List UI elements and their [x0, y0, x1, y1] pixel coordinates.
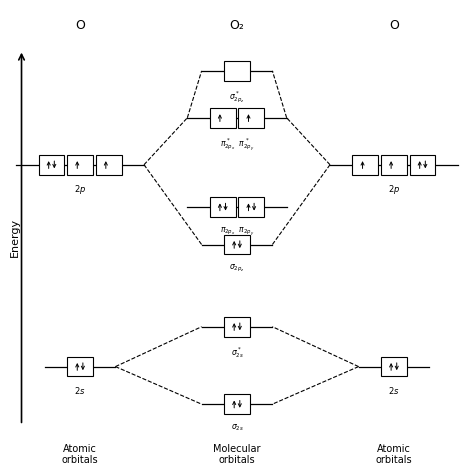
Text: $2s$: $2s$	[388, 385, 400, 396]
Bar	[381, 357, 407, 377]
Text: $\sigma_{2s}$: $\sigma_{2s}$	[230, 422, 244, 433]
Text: Atomic
orbitals: Atomic orbitals	[62, 444, 99, 465]
Text: $2p$: $2p$	[388, 183, 400, 196]
Bar	[381, 155, 407, 175]
Bar	[410, 155, 436, 175]
Text: Molecular
orbitals: Molecular orbitals	[213, 444, 261, 465]
Text: $\sigma_{2p_z}$: $\sigma_{2p_z}$	[229, 263, 245, 274]
Text: $\sigma^*_{2p_z}$: $\sigma^*_{2p_z}$	[229, 89, 245, 105]
Text: Atomic
orbitals: Atomic orbitals	[375, 444, 412, 465]
Bar	[224, 61, 250, 81]
Text: $\pi_{2p_x}\ \ \pi_{2p_y}$: $\pi_{2p_x}\ \ \pi_{2p_y}$	[219, 225, 255, 238]
Text: $\sigma^*_{2s}$: $\sigma^*_{2s}$	[230, 345, 244, 360]
Text: $2s$: $2s$	[74, 385, 86, 396]
Text: $2p$: $2p$	[74, 183, 86, 196]
Text: O: O	[75, 19, 85, 32]
Text: Energy: Energy	[9, 218, 19, 257]
Bar	[210, 108, 236, 128]
Bar	[210, 197, 236, 217]
Bar	[38, 155, 64, 175]
Bar	[224, 394, 250, 414]
Bar	[224, 317, 250, 337]
Bar	[96, 155, 121, 175]
Bar	[224, 235, 250, 255]
Bar	[238, 108, 264, 128]
Bar	[238, 197, 264, 217]
Bar	[353, 155, 378, 175]
Text: $\pi^*_{2p_x}\ \ \pi^*_{2p_y}$: $\pi^*_{2p_x}\ \ \pi^*_{2p_y}$	[219, 136, 255, 153]
Bar	[67, 155, 93, 175]
Text: O₂: O₂	[229, 19, 245, 32]
Bar	[67, 357, 93, 377]
Text: O: O	[389, 19, 399, 32]
